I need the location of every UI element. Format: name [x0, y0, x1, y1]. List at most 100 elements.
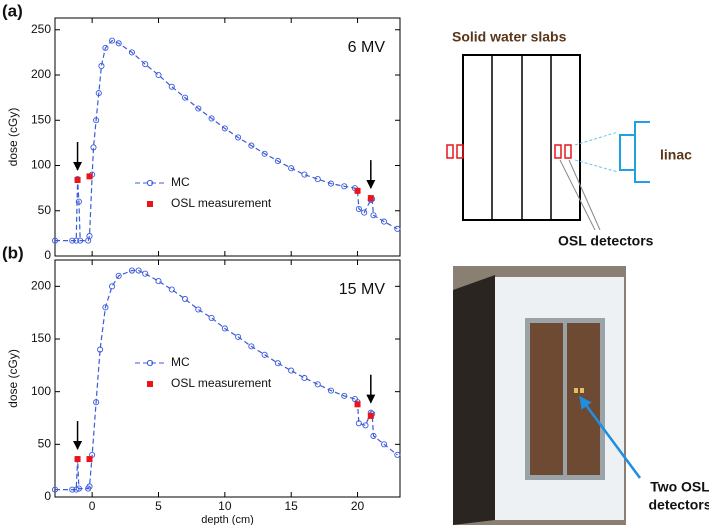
- mc-point: [86, 483, 93, 490]
- mc-point: [181, 295, 189, 303]
- mc-point: [109, 283, 116, 290]
- mc-point: [168, 286, 175, 293]
- mc-point: [51, 237, 59, 244]
- osl-point: [74, 456, 81, 463]
- mc-point: [155, 278, 162, 285]
- x-axis-label: depth (cm): [201, 514, 254, 525]
- mc-point: [102, 44, 109, 51]
- y-tick-label: 50: [38, 203, 52, 217]
- mc-point: [235, 134, 242, 141]
- mc-point: [98, 62, 105, 70]
- mc-point: [381, 441, 388, 448]
- mc-point: [370, 432, 377, 439]
- mc-point: [142, 61, 149, 68]
- mc-point: [288, 165, 295, 172]
- panel-label: (b): [2, 243, 24, 262]
- photo: Two OSL detectors: [453, 266, 709, 525]
- photo-caption: detectors: [648, 497, 709, 513]
- y-axis-label: dose (cGy): [6, 108, 20, 167]
- y-tick-label: 0: [44, 248, 51, 262]
- legend-marker: [146, 179, 154, 187]
- mc-point: [109, 37, 116, 44]
- x-tick-label: 10: [218, 499, 232, 513]
- osl-point: [354, 187, 361, 194]
- y-tick-label: 50: [38, 437, 52, 451]
- mc-point: [274, 360, 281, 367]
- mc-point: [362, 422, 369, 429]
- x-tick-label: 0: [89, 499, 96, 513]
- y-tick-label: 200: [31, 67, 51, 81]
- mc-point: [73, 486, 80, 493]
- mc-point: [168, 83, 175, 90]
- panel-label: (a): [2, 1, 23, 20]
- legend-label: MC: [171, 175, 190, 189]
- mc-point: [69, 486, 76, 493]
- mc-point: [97, 346, 104, 353]
- osl-point: [86, 173, 93, 180]
- mc-point: [93, 399, 100, 406]
- mc-point: [73, 237, 80, 244]
- mc-point: [370, 212, 377, 219]
- mc-point: [355, 205, 362, 212]
- y-axis-label: dose (cGy): [6, 349, 20, 408]
- mc-point: [195, 105, 202, 112]
- mc-point: [69, 237, 76, 244]
- detector: [580, 388, 584, 393]
- mc-point: [314, 381, 321, 388]
- mc-point: [135, 267, 142, 274]
- mc-point: [361, 209, 368, 216]
- mc-point: [235, 333, 242, 340]
- mc-point: [77, 237, 84, 244]
- y-tick-label: 250: [31, 22, 51, 36]
- mc-point: [208, 314, 215, 321]
- y-tick-label: 200: [31, 279, 51, 293]
- diagram: Solid water slabs linac OSL detectors: [446, 29, 692, 249]
- mc-point: [248, 142, 255, 149]
- osl-point: [354, 401, 361, 408]
- x-tick-label: 5: [155, 499, 162, 513]
- detectors-label: OSL detectors: [558, 233, 654, 249]
- mc-line: [55, 269, 398, 491]
- mc-point: [394, 225, 401, 232]
- mc-point: [221, 325, 228, 332]
- detector: [446, 144, 454, 159]
- photo-caption: Two OSL: [650, 479, 709, 495]
- mc-point: [128, 267, 136, 274]
- photo-arrow: [578, 395, 642, 479]
- legend-label: OSL measurement: [171, 196, 272, 210]
- mc-point: [155, 71, 162, 79]
- mc-point: [195, 306, 202, 313]
- mc-point: [102, 304, 109, 311]
- osl-point: [86, 456, 93, 463]
- detector: [554, 144, 562, 159]
- mc-point: [394, 451, 401, 458]
- mc-point: [301, 374, 308, 382]
- legend-label: MC: [171, 355, 190, 369]
- legend-marker: [147, 201, 153, 207]
- x-tick-label: 15: [285, 499, 299, 513]
- mc-point: [115, 272, 122, 279]
- mc-point: [51, 486, 59, 493]
- mc-point: [327, 180, 335, 187]
- mc-point: [90, 144, 97, 151]
- mc-point: [288, 367, 295, 374]
- mc-point: [181, 94, 189, 101]
- detector: [574, 388, 578, 393]
- plot-frame: [54, 17, 401, 257]
- mc-point: [381, 218, 388, 225]
- mc-point: [301, 171, 308, 178]
- mc-point: [128, 49, 136, 56]
- y-tick-label: 100: [31, 158, 51, 172]
- legend-marker: [147, 381, 153, 387]
- mc-point: [115, 40, 122, 47]
- mc-point: [75, 198, 82, 205]
- y-tick-label: 150: [31, 331, 51, 345]
- y-tick-label: 0: [44, 489, 51, 503]
- window: [530, 323, 563, 475]
- linac-head: [619, 121, 650, 183]
- beam-line: [574, 131, 619, 146]
- osl-point: [367, 412, 374, 419]
- mc-point: [221, 125, 228, 132]
- photo-side: [453, 275, 495, 525]
